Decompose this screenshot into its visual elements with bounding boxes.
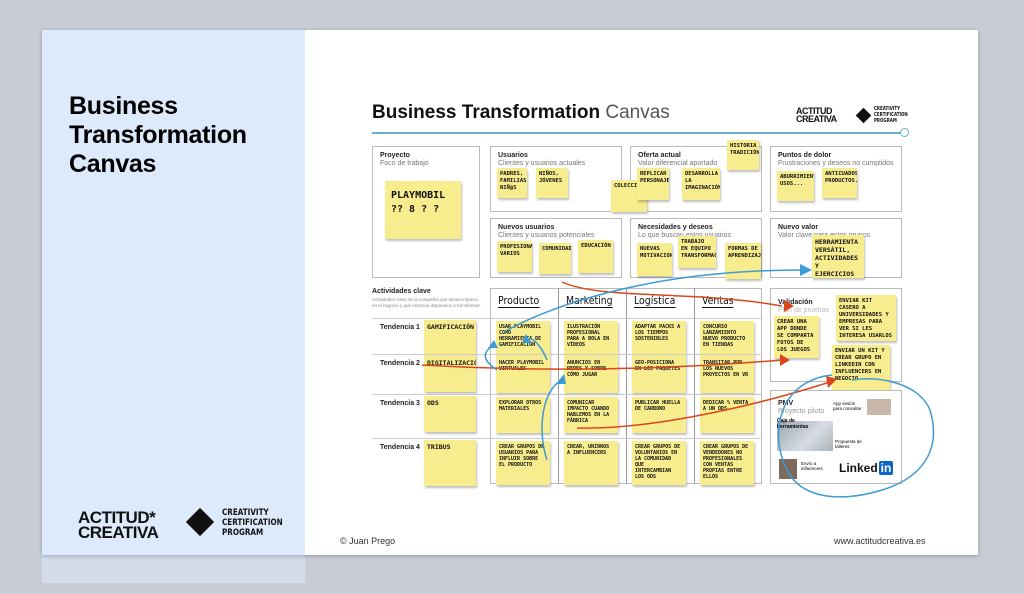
- row-divider: [372, 318, 762, 319]
- ccp-logo: CREATIVITY CERTIFICATION PROGRAM: [222, 508, 283, 538]
- sticky-note: Replicar personajes: [637, 168, 669, 200]
- sticky-note: Padres, familias, niñ@s: [497, 168, 527, 198]
- actitud-creativa-logo: ACTITUD* CREATIVA: [78, 508, 159, 543]
- sticky-note: Educación: [578, 240, 613, 273]
- sticky-note: Anticuados productos...: [822, 168, 857, 198]
- photo-toolbox: [777, 421, 833, 451]
- sticky-note: Comunidades: [539, 243, 571, 274]
- slide-title: Business Transformation Canvas: [69, 92, 247, 178]
- arrowhead: [522, 334, 532, 344]
- canvas-actitud-logo: ACTITUD CREATIVA: [796, 106, 837, 125]
- sticky-note: Playmobil ?? 8 ? ?: [385, 181, 461, 239]
- sticky-note: Crear una app donde se comparta fotos de…: [774, 316, 819, 358]
- column-header: Logística: [634, 294, 676, 308]
- website-link[interactable]: www.actitudcreativa.es: [834, 536, 926, 546]
- sticky-note: Crear, unirnos a influencers: [564, 441, 618, 485]
- arrow-blue: [484, 344, 498, 371]
- trend-label: Tendencia 2: [380, 360, 420, 367]
- sticky-note: Niños, jóvenes: [536, 168, 568, 198]
- canvas-title: Business Transformation Canvas: [372, 102, 670, 123]
- arrow-blue: [503, 269, 803, 333]
- arrowhead: [800, 264, 812, 276]
- sticky-note: Crear grupos de vendedores no profesiona…: [700, 441, 754, 485]
- row-divider: [372, 438, 762, 439]
- sticky-note: Geo-posiciona en los paquetes: [632, 357, 686, 393]
- sticky-note: Desarrolla la imaginación: [682, 168, 720, 200]
- title-divider-dot: [900, 128, 909, 137]
- sticky-note: Usar Playmobil como herramienta de gamif…: [496, 321, 550, 357]
- column-header: Marketing: [566, 294, 613, 308]
- column-divider: [626, 288, 627, 484]
- sticky-note: ODS: [424, 396, 476, 432]
- sticky-note: Explorar otros materiales: [496, 397, 550, 433]
- pmv-annotation: Caja de herramientas: [777, 418, 809, 430]
- pmv-annotation: Envío a influencers: [801, 461, 823, 471]
- sticky-note: Herramienta versátil, actividades y ejer…: [812, 235, 864, 278]
- sticky-note: Dedicar % venta a un ODS: [700, 397, 754, 433]
- sticky-note: Enviar un kit y crear grupo en LinkedIn …: [832, 345, 890, 393]
- panel-shadow: [42, 555, 305, 583]
- arrow-red: [561, 281, 783, 307]
- trend-label: Tendencia 1: [380, 324, 420, 331]
- actividades-subtitle: Actividades clave de la compañía que tie…: [372, 297, 482, 308]
- sticky-note: Historia tradición: [727, 140, 759, 170]
- row-divider: [372, 354, 762, 355]
- pmv-annotation: App sesión para consultar: [833, 401, 862, 411]
- photo-app: [867, 399, 891, 415]
- arrowhead: [826, 376, 837, 388]
- sticky-note: Tribus: [424, 440, 476, 486]
- left-panel: Business Transformation Canvas ACTITUD* …: [42, 30, 305, 555]
- sticky-note: Concurso lanzamiento nuevo producto en t…: [700, 321, 754, 357]
- arrow-blue: [529, 337, 548, 361]
- author-credit: © Juan Prego: [340, 536, 396, 546]
- trend-label: Tendencia 4: [380, 444, 420, 451]
- linkedin-logo: Linked in: [839, 461, 894, 475]
- column-header: Producto: [498, 294, 540, 308]
- sticky-note: Trabajo en equipo transformación: [678, 236, 716, 268]
- sticky-note: Crear grupos de voluntarios en la comuni…: [632, 441, 686, 485]
- canvas-ccp-logo: CREATIVITY CERTIFICATION PROGRAM: [874, 106, 908, 124]
- row-divider: [372, 394, 762, 395]
- actividades-title: Actividades clave: [372, 288, 431, 295]
- sticky-note: Publicar huella de carbono: [632, 397, 686, 433]
- column-divider: [694, 288, 695, 484]
- arrowhead: [488, 340, 498, 348]
- arrow-blue: [541, 379, 563, 461]
- trend-label: Tendencia 3: [380, 400, 420, 407]
- pmv-circle: [777, 374, 935, 498]
- sticky-note: Enviar kit casero a universidades y empr…: [836, 295, 896, 341]
- box-pmv: PMV Proyecto piloto Caja de herramientas …: [770, 390, 902, 484]
- sticky-note: Adaptar packs a los tiempos sostenibles: [632, 321, 686, 357]
- arrowhead: [780, 354, 790, 366]
- arrowhead: [556, 374, 566, 384]
- arrows-layer: [421, 264, 935, 498]
- slide: Business Transformation Canvas ACTITUD* …: [42, 30, 978, 555]
- arrow-red: [421, 359, 783, 370]
- arrowhead: [784, 300, 794, 312]
- arrow-red: [576, 381, 831, 429]
- sticky-note: Aburrimiento usos...: [777, 171, 814, 201]
- title-divider: [372, 132, 902, 134]
- sticky-note: Profesionales varios: [497, 241, 532, 272]
- sticky-note: Nuevas motivaciones: [637, 243, 672, 276]
- pmv-annotation: Propuesta de talleres: [835, 439, 862, 449]
- column-divider: [558, 288, 559, 484]
- sticky-note: Digitalización: [424, 356, 476, 392]
- sticky-note: Crear grupos de usuarios para influir so…: [496, 441, 550, 485]
- sticky-note: Ilustración profesional para a bola en v…: [564, 321, 618, 357]
- sticky-note: Gamificación: [424, 320, 476, 356]
